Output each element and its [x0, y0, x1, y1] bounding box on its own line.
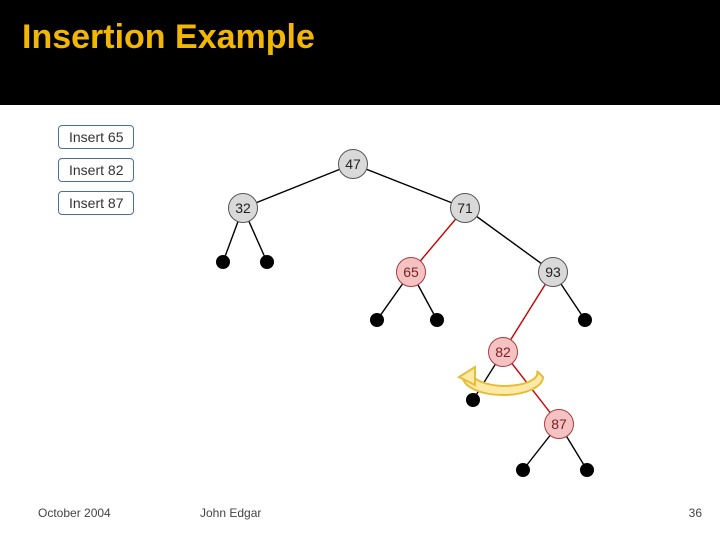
tree-node-47: 47: [338, 149, 368, 179]
footer-date: October 2004: [38, 506, 111, 520]
nil-leaf: [580, 463, 594, 477]
footer-author: John Edgar: [200, 506, 261, 520]
nil-leaf: [516, 463, 530, 477]
tree-node-93: 93: [538, 257, 568, 287]
tree-node-65: 65: [396, 257, 426, 287]
nil-leaf: [466, 393, 480, 407]
tree-node-87: 87: [544, 409, 574, 439]
footer: October 2004 John Edgar 36: [0, 500, 720, 540]
nil-leaf: [578, 313, 592, 327]
content-area: Insert 65Insert 82Insert 87 473271659382…: [0, 105, 720, 500]
footer-page: 36: [689, 506, 702, 520]
tree-node-32: 32: [228, 193, 258, 223]
tree-node-82: 82: [488, 337, 518, 367]
nil-leaf: [260, 255, 274, 269]
nil-leaf: [216, 255, 230, 269]
tree-node-71: 71: [450, 193, 480, 223]
page-title: Insertion Example: [22, 18, 720, 57]
header: Insertion Example: [0, 0, 720, 105]
nil-leaf: [370, 313, 384, 327]
nil-leaf: [430, 313, 444, 327]
